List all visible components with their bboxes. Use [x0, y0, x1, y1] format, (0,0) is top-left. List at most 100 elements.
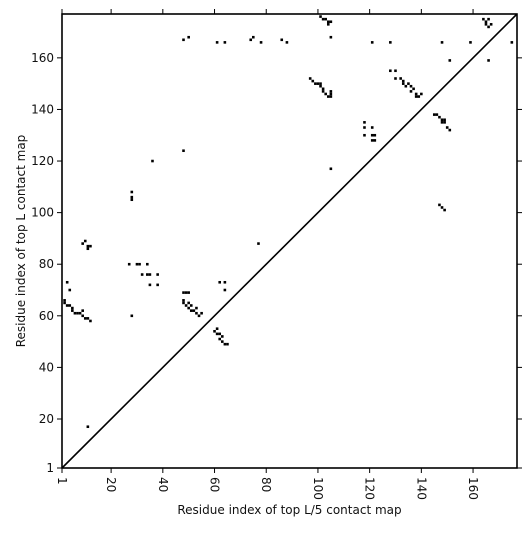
contact-point — [73, 311, 77, 315]
contact-point — [314, 82, 317, 85]
contact-point — [86, 317, 90, 320]
contact-point — [329, 35, 333, 39]
contact-point — [78, 311, 82, 315]
contact-point — [182, 291, 185, 294]
contact-point — [316, 82, 320, 85]
contact-point — [329, 95, 333, 98]
contact-point — [363, 126, 366, 129]
y-tick-label: 100 — [31, 206, 54, 220]
x-tick-label: 140 — [414, 477, 428, 500]
contact-point — [220, 340, 224, 343]
contact-point — [448, 128, 452, 132]
x-tick-label: 160 — [466, 477, 480, 500]
contact-point — [182, 38, 185, 42]
contact-point — [127, 262, 131, 266]
contact-point — [319, 15, 322, 18]
contact-point — [195, 311, 198, 315]
plot-frame — [61, 13, 518, 469]
contact-point — [89, 319, 92, 323]
contact-point — [487, 25, 490, 29]
contact-point — [220, 335, 224, 338]
contact-point — [363, 133, 366, 137]
contact-point — [83, 317, 87, 320]
contact-point — [223, 288, 227, 292]
contact-point — [189, 304, 193, 307]
contact-point — [148, 283, 152, 287]
x-tick-label: 1 — [55, 477, 69, 485]
contact-point — [135, 262, 139, 266]
contact-point — [407, 82, 410, 85]
contact-point — [130, 190, 134, 194]
contact-point — [420, 92, 423, 96]
contact-point — [448, 59, 452, 62]
contact-point — [443, 121, 446, 124]
contact-point — [373, 139, 377, 142]
contact-point — [319, 84, 322, 88]
contact-point — [373, 133, 377, 137]
contact-point — [249, 38, 253, 42]
contact-point — [215, 41, 219, 44]
contact-point — [146, 262, 149, 266]
contact-point — [86, 425, 90, 429]
contact-point — [197, 314, 201, 318]
contact-point — [187, 306, 190, 310]
contact-point — [482, 17, 485, 21]
contact-point — [83, 239, 87, 243]
x-tick-label: 120 — [363, 477, 377, 500]
contact-point — [71, 309, 74, 312]
contact-point — [81, 242, 84, 245]
contact-point — [370, 126, 374, 129]
y-tick-label: 80 — [39, 257, 54, 271]
contact-point — [130, 314, 134, 318]
contact-point — [138, 262, 141, 266]
contact-point — [440, 121, 444, 124]
contact-point — [200, 311, 203, 315]
contact-point — [489, 23, 493, 26]
contact-point — [414, 92, 418, 96]
contact-point — [156, 283, 159, 287]
contact-point — [469, 41, 472, 44]
contact-point — [404, 84, 408, 88]
contact-point — [187, 291, 190, 294]
contact-point — [401, 79, 405, 83]
contact-point — [484, 23, 488, 26]
y-tick-label: 140 — [31, 102, 54, 116]
y-tick-label: 20 — [39, 412, 54, 426]
contact-point — [280, 38, 284, 42]
contact-point — [443, 208, 446, 212]
contact-point — [409, 84, 413, 88]
contact-point — [311, 79, 315, 83]
y-tick-label: 1 — [46, 461, 54, 475]
contact-point — [189, 309, 193, 312]
contact-point — [321, 87, 325, 91]
contact-point — [329, 20, 333, 24]
contact-point — [389, 69, 392, 73]
contact-point — [412, 87, 415, 91]
contact-point — [218, 337, 221, 341]
x-tick-label: 40 — [156, 477, 170, 492]
contact-point — [148, 273, 152, 276]
contact-point — [151, 159, 154, 163]
contact-point — [65, 304, 69, 307]
y-tick-label: 60 — [39, 309, 54, 323]
contact-point — [213, 329, 216, 333]
contact-point — [321, 17, 325, 21]
contact-point — [146, 273, 149, 276]
contact-point — [370, 41, 374, 44]
contact-point — [319, 82, 322, 85]
contact-point — [223, 280, 227, 284]
contact-point — [438, 115, 441, 119]
contact-point — [326, 95, 330, 98]
y-tick-label: 40 — [39, 360, 54, 374]
contact-point — [389, 41, 392, 44]
contact-point — [184, 304, 188, 307]
contact-point — [308, 77, 312, 80]
contact-point — [363, 121, 366, 124]
contact-point — [65, 280, 69, 284]
contact-point — [215, 327, 219, 330]
x-tick-label: 20 — [104, 477, 118, 492]
contact-point — [223, 41, 227, 44]
